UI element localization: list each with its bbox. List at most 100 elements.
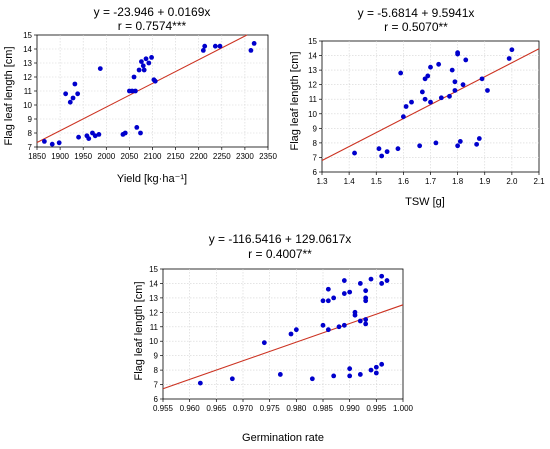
data-point: [417, 143, 423, 149]
data-point: [200, 48, 206, 53]
data-point: [403, 104, 409, 109]
y-tick-label: 10: [308, 110, 317, 119]
x-tick-label: 1900: [51, 152, 69, 161]
data-point: [63, 91, 69, 97]
data-point: [506, 56, 512, 61]
panel-germination: 0.955 0.960 0.965 0.970 0.975 0.980 0.985 0.990…: [133, 232, 414, 444]
data-point: [447, 93, 452, 99]
data-point: [140, 63, 146, 69]
data-point: [485, 88, 490, 93]
data-point: [347, 366, 353, 372]
data-point: [379, 361, 385, 367]
y-tick-label: 11: [150, 323, 159, 332]
x-tick-label: 1.5: [371, 177, 383, 186]
data-point: [363, 321, 369, 327]
x-tick-label: 0.990: [340, 404, 361, 413]
data-point: [139, 59, 144, 64]
data-point: [357, 318, 363, 324]
x-tick-label: 0.955: [153, 404, 174, 413]
y-axis-label-germination: Flag leaf length [cm]: [133, 281, 145, 380]
correlation-yield: r = 0.7574***: [118, 19, 187, 33]
y-tick-label: 15: [308, 37, 317, 46]
x-tick-label: 2.0: [506, 177, 518, 186]
regression-line: [36, 34, 248, 144]
data-point: [422, 96, 428, 102]
data-point: [202, 43, 208, 49]
x-tick-label: 2300: [236, 152, 254, 161]
data-point: [352, 309, 358, 315]
data-point: [217, 43, 223, 49]
x-tick-label: 2100: [144, 152, 162, 161]
data-point: [149, 55, 154, 60]
y-tick-label: 8: [154, 366, 159, 375]
y-tick-label: 9: [313, 124, 318, 133]
x-tick-label: 1.4: [344, 177, 356, 186]
data-point: [72, 81, 78, 87]
equation-yield: y = -23.946 + 0.0169x: [94, 5, 211, 19]
x-tick-label: 0.975: [260, 404, 281, 413]
data-point: [379, 281, 385, 286]
y-axis-label-yield: Flag leaf length [cm]: [3, 46, 15, 145]
data-point: [455, 51, 461, 57]
x-tick-label: 1.9: [479, 177, 491, 186]
data-point: [368, 367, 374, 373]
data-point: [373, 364, 379, 370]
x-axis-label-tsw: TSW [g]: [405, 196, 445, 208]
data-point: [347, 289, 353, 295]
plot-frame: [162, 268, 404, 400]
y-axis-label-tsw: Flag leaf length [cm]: [289, 51, 301, 150]
y-tick-label: 10: [149, 337, 158, 346]
data-point: [136, 67, 142, 73]
data-point: [425, 73, 431, 79]
y-tick-label: 14: [149, 279, 158, 288]
data-point: [474, 141, 480, 147]
x-tick-label: 0.970: [233, 404, 254, 413]
y-tick-label: 7: [154, 381, 159, 390]
data-point: [433, 140, 439, 146]
x-tick-label: 1850: [28, 152, 46, 161]
y-tick-label: 7: [313, 153, 318, 162]
x-tick-label: 1.8: [452, 177, 464, 186]
panel-tsw: 1.3 1.4 1.5 1.6 1.7 1.8 1.9 2.0 2.1 6 7 8 9 10 11 12 13 1…: [289, 6, 545, 208]
x-tick-label: 2000: [97, 152, 115, 161]
data-point: [357, 372, 363, 377]
data-point: [400, 114, 406, 120]
data-point: [133, 88, 138, 94]
data-point: [463, 57, 469, 63]
data-point: [49, 141, 55, 147]
data-point: [398, 70, 404, 76]
equation-tsw: y = -5.6814 + 9.5941x: [358, 6, 475, 20]
data-point: [331, 373, 337, 379]
x-tick-label: 2150: [167, 152, 185, 161]
data-point: [309, 376, 315, 382]
data-point: [325, 286, 331, 292]
correlation-germination: r = 0.4007**: [248, 247, 312, 261]
y-tick-label: 9: [28, 115, 33, 124]
data-point: [384, 149, 390, 155]
y-tick-label: 6: [313, 168, 318, 177]
x-tick-label: 1950: [74, 152, 92, 161]
data-point: [363, 298, 369, 304]
x-tick-label: 1.7: [425, 177, 437, 186]
x-tick-label: 0.965: [206, 404, 227, 413]
x-tick-label: 2050: [121, 152, 139, 161]
y-tick-label: 15: [23, 31, 32, 40]
data-point: [352, 150, 357, 156]
data-point: [455, 143, 461, 149]
data-point: [320, 322, 326, 328]
data-point: [122, 130, 128, 136]
data-point: [138, 130, 143, 136]
y-tick-label: 13: [23, 59, 32, 68]
data-point: [288, 331, 294, 337]
plot-area-germination: 0.955 0.960 0.965 0.970 0.975 0.980 0.985 0.990…: [149, 265, 413, 413]
data-point: [341, 291, 347, 296]
x-tick-label: 0.960: [180, 404, 201, 413]
data-point: [428, 99, 433, 105]
data-point: [141, 67, 147, 73]
y-tick-label: 7: [28, 143, 33, 152]
data-point: [452, 79, 458, 85]
data-point: [152, 78, 158, 84]
data-point: [376, 146, 382, 152]
x-tick-label: 2250: [213, 152, 231, 161]
